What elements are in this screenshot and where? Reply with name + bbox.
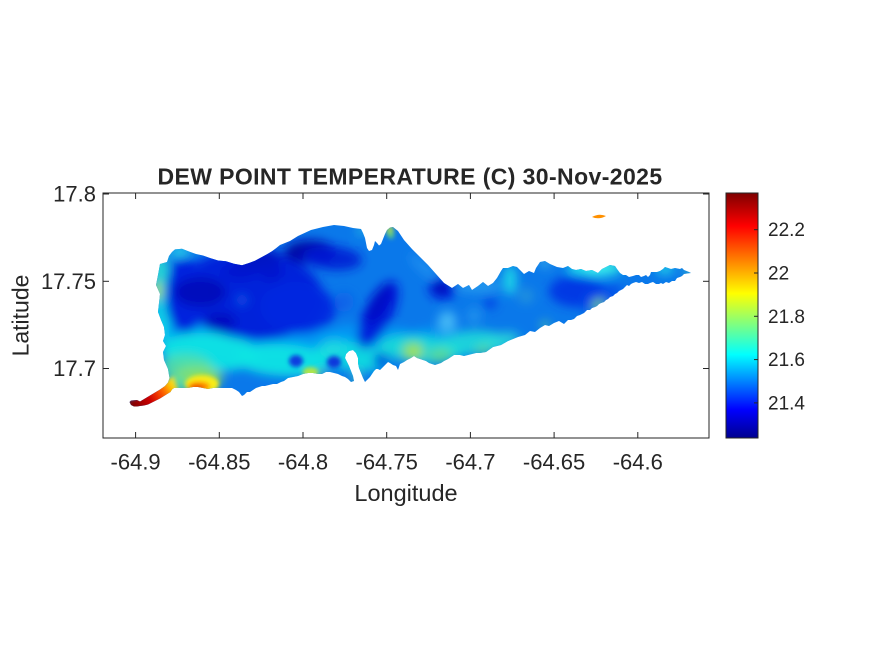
- svg-text:-64.7: -64.7: [445, 450, 495, 475]
- svg-text:-64.75: -64.75: [356, 450, 418, 475]
- svg-text:22.2: 22.2: [768, 220, 805, 241]
- svg-text:-64.8: -64.8: [278, 450, 328, 475]
- svg-text:-64.65: -64.65: [523, 450, 585, 475]
- svg-text:-64.85: -64.85: [188, 450, 250, 475]
- svg-text:21.6: 21.6: [768, 350, 805, 371]
- svg-text:-64.9: -64.9: [111, 450, 161, 475]
- svg-text:Longitude: Longitude: [354, 480, 457, 506]
- svg-text:17.7: 17.7: [53, 356, 96, 381]
- svg-text:21.8: 21.8: [768, 307, 805, 328]
- svg-text:-64.6: -64.6: [613, 450, 663, 475]
- svg-text:Latitude: Latitude: [8, 275, 34, 357]
- svg-text:DEW POINT TEMPERATURE (C) 30-N: DEW POINT TEMPERATURE (C) 30-Nov-2025: [157, 164, 662, 190]
- svg-text:21.4: 21.4: [768, 393, 805, 414]
- svg-text:17.8: 17.8: [53, 182, 96, 207]
- svg-text:17.75: 17.75: [41, 269, 96, 294]
- svg-text:22: 22: [768, 264, 789, 285]
